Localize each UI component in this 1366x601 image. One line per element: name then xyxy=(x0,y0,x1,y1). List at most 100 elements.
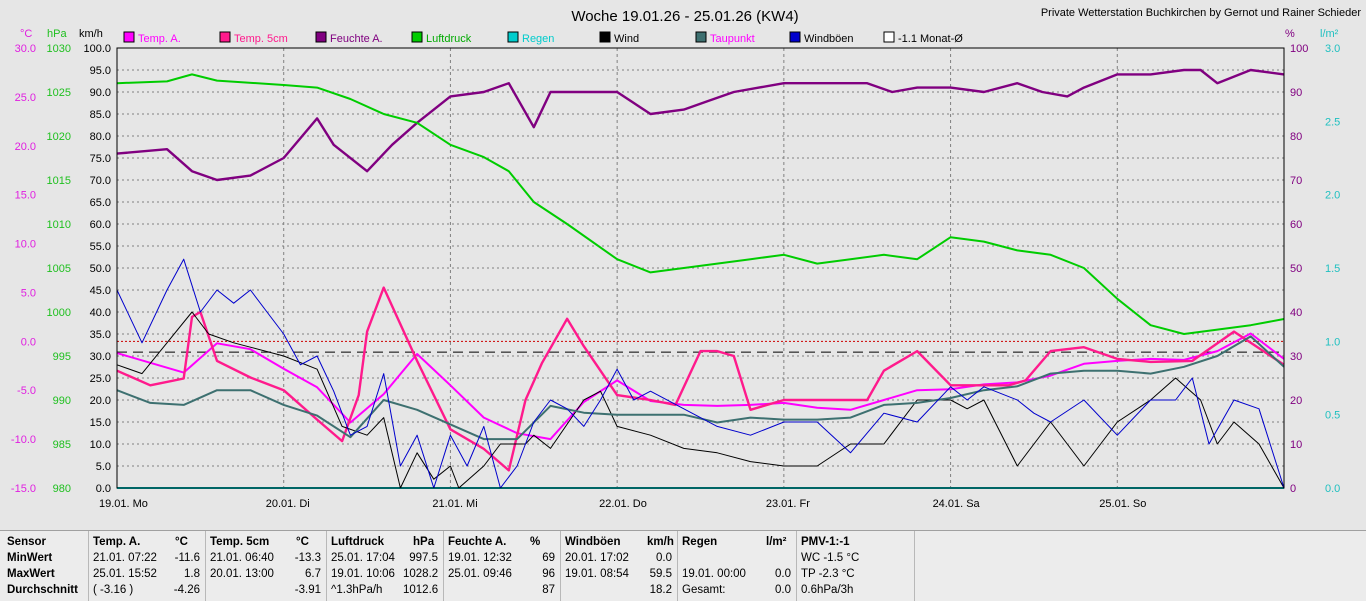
plot-frame xyxy=(116,47,1285,489)
humidity-tick-label: 10 xyxy=(1290,439,1302,451)
x-tick-label: 21.01. Mi xyxy=(432,498,477,510)
chart-title: Woche 19.01.26 - 25.01.26 (KW4) xyxy=(571,8,798,25)
wind-tick-label: 35.0 xyxy=(90,329,111,341)
legend-swatch xyxy=(411,31,423,43)
temp-tick-label: 20.0 xyxy=(15,141,36,153)
chart-grid: 19.01. Mo 20.01. Di 21.01. Mi 22.01. Do 23.0… xyxy=(99,48,1284,510)
stats-min-time: 25.01. 17:04 xyxy=(331,552,395,564)
stats-unit: km/h xyxy=(647,536,674,548)
wind-tick-label: 60.0 xyxy=(90,219,111,231)
legend-swatch xyxy=(695,31,707,43)
humidity-tick-label: 50 xyxy=(1290,263,1302,275)
rain-tick-label: 0.0 xyxy=(1325,483,1340,495)
legend-swatch xyxy=(123,31,135,43)
pressure-tick-label: 1010 xyxy=(47,219,71,231)
stats-unit: °C xyxy=(175,536,188,548)
stats-max-time: 19.01. 08:54 xyxy=(565,568,629,580)
stats-min-time: 21.01. 07:22 xyxy=(93,552,157,564)
x-tick-label: 19.01. Mo xyxy=(99,498,148,510)
pressure-tick-label: 1030 xyxy=(47,43,71,55)
rain-tick-label: 3.0 xyxy=(1325,43,1340,55)
rain-tick-label: 2.0 xyxy=(1325,190,1340,202)
stats-header: Feuchte A. xyxy=(448,536,507,548)
stats-max-value: 6.7 xyxy=(305,568,321,580)
stats-avg-time: Gesamt: xyxy=(682,584,726,596)
chart-axes: 30.0 25.0 20.0 15.0 10.0 5.0 0.0 -5.0 -10.0 -15.0… xyxy=(11,43,1340,495)
humidity-tick-label: 80 xyxy=(1290,131,1302,143)
legend-swatch xyxy=(507,31,519,43)
stats-column: Temp. 5cm °C 21.01. 06:40 -13.3 20.01. 13:00… xyxy=(205,531,327,601)
stats-max-time: 25.01. 15:52 xyxy=(93,568,157,580)
pressure-tick-label: 1000 xyxy=(47,307,71,319)
stats-avg-time: ( -3.16 ) xyxy=(93,584,134,596)
humidity-tick-label: 0 xyxy=(1290,483,1296,495)
stats-max-value: 96 xyxy=(542,568,555,580)
humidity-axis-unit: % xyxy=(1285,28,1295,40)
humidity-tick-label: 100 xyxy=(1290,43,1308,55)
pressure-tick-label: 985 xyxy=(53,439,71,451)
stats-header: Luftdruck xyxy=(331,536,385,548)
wind-tick-label: 5.0 xyxy=(96,461,111,473)
wind-tick-label: 80.0 xyxy=(90,131,111,143)
statistics-table: Sensor MinWert MaxWert Durchschnitt Temp… xyxy=(0,530,1366,601)
pressure-tick-label: 1025 xyxy=(47,87,71,99)
series-line-feuchte-a- xyxy=(116,68,1285,182)
wind-tick-label: 90.0 xyxy=(90,87,111,99)
rain-tick-label: 0.5 xyxy=(1325,410,1340,422)
stats-avg-value: -3.91 xyxy=(294,584,321,596)
legend-label: Luftdruck xyxy=(426,33,472,45)
legend-swatch xyxy=(315,31,327,43)
legend-label: Feuchte A. xyxy=(330,33,383,45)
humidity-tick-label: 70 xyxy=(1290,175,1302,187)
pressure-tick-label: 1015 xyxy=(47,175,71,187)
wind-tick-label: 65.0 xyxy=(90,197,111,209)
legend-label: -1.1 Monat-Ø xyxy=(898,33,963,45)
pressure-tick-label: 980 xyxy=(53,483,71,495)
pressure-tick-label: 990 xyxy=(53,395,71,407)
stats-avg-value: 0.0 xyxy=(775,584,791,596)
temp-tick-label: 0.0 xyxy=(21,336,36,348)
stats-row-labels: Sensor MinWert MaxWert Durchschnitt xyxy=(0,531,89,601)
legend-label: Windböen xyxy=(804,33,854,45)
stats-min-value: 0.0 xyxy=(656,552,672,564)
stats-max-value: 59.5 xyxy=(649,568,672,580)
wind-tick-label: 55.0 xyxy=(90,241,111,253)
pmv-line-wc: WC -1.5 °C xyxy=(801,552,860,564)
stats-max-value: 0.0 xyxy=(775,568,791,580)
pmv-line-tp: TP -2.3 °C xyxy=(801,568,855,580)
stats-label-min: MinWert xyxy=(7,552,53,564)
pressure-tick-label: 995 xyxy=(53,351,71,363)
stats-min-value: -11.6 xyxy=(174,552,200,564)
x-tick-label: 24.01. Sa xyxy=(933,498,981,510)
wind-tick-label: 95.0 xyxy=(90,65,111,77)
stats-max-time: 25.01. 09:46 xyxy=(448,568,512,580)
stats-unit: hPa xyxy=(413,536,435,548)
stats-avg-value: 1012.6 xyxy=(403,584,439,596)
legend-label: Temp. 5cm xyxy=(234,33,288,45)
wind-tick-label: 40.0 xyxy=(90,307,111,319)
stats-column: Temp. A. °C 21.01. 07:22 -11.6 25.01. 15:52 1… xyxy=(88,531,206,601)
wind-tick-label: 50.0 xyxy=(90,263,111,275)
pressure-axis-unit: hPa xyxy=(47,28,67,40)
stats-max-time: 19.01. 10:06 xyxy=(331,568,395,580)
rain-tick-label: 2.5 xyxy=(1325,116,1340,128)
stats-max-time: 20.01. 13:00 xyxy=(210,568,274,580)
stats-max-value: 1.8 xyxy=(184,568,200,580)
stats-min-value: 997.5 xyxy=(409,552,438,564)
stats-min-time: 19.01. 12:32 xyxy=(448,552,512,564)
pmv-header: PMV-1:-1 xyxy=(801,536,850,548)
temp-tick-label: 25.0 xyxy=(15,92,36,104)
stats-label-sensor: Sensor xyxy=(7,536,46,548)
stats-label-max: MaxWert xyxy=(7,568,55,580)
temp-tick-label: 10.0 xyxy=(15,239,36,251)
wind-tick-label: 15.0 xyxy=(90,417,111,429)
wind-tick-label: 70.0 xyxy=(90,175,111,187)
wind-tick-label: 100.0 xyxy=(83,43,111,55)
stats-column: Regen l/m² 19.01. 00:00 0.0 Gesamt: 0.0 xyxy=(677,531,797,601)
stats-avg-value: -4.26 xyxy=(173,584,200,596)
rain-tick-label: 1.5 xyxy=(1325,263,1340,275)
temp-tick-label: -5.0 xyxy=(17,385,36,397)
temp-tick-label: 15.0 xyxy=(15,190,36,202)
x-tick-label: 23.01. Fr xyxy=(766,498,810,510)
legend-swatch xyxy=(599,31,611,43)
